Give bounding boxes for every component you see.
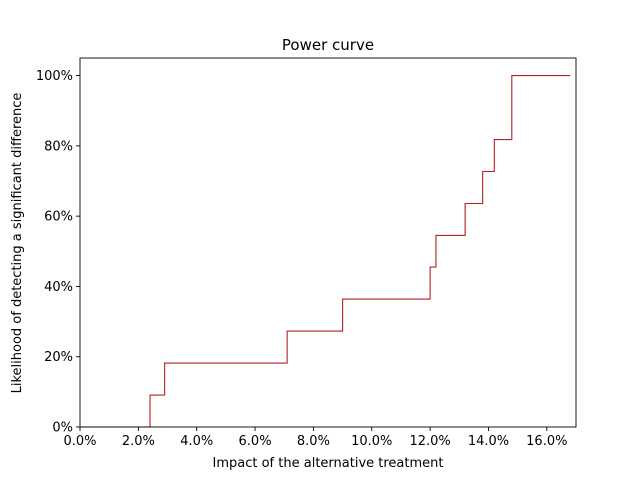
y-axis: 0% 20% 40% 60% 80% 100% [36,69,80,436]
x-tick-label: 2.0% [122,434,155,449]
x-tick-label: 16.0% [526,434,567,449]
x-tick-label: 14.0% [468,434,509,449]
x-tick-label: 0.0% [63,434,96,449]
x-axis: 0.0% 2.0% 4.0% 6.0% 8.0% 10.0% 12.0% 14.0% 16.0% [63,427,567,449]
plot-area [79,57,577,428]
x-axis-label: Impact of the alternative treatment [213,456,444,471]
y-tick-label: 80% [44,139,73,154]
x-tick-label: 4.0% [180,434,213,449]
plot-frame [79,57,577,428]
chart-title: Power curve [282,36,374,54]
x-tick-label: 10.0% [351,434,392,449]
y-tick-label: 0% [52,421,73,436]
y-tick-label: 20% [44,350,73,365]
y-tick-label: 40% [44,280,73,295]
x-tick-label: 8.0% [297,434,330,449]
power-curve-series-line [80,75,571,428]
y-tick-label: 60% [44,210,73,225]
x-tick-label: 6.0% [239,434,272,449]
y-axis-label: Likelihood of detecting a significant di… [10,93,25,394]
y-tick-label: 100% [36,69,73,84]
x-tick-label: 12.0% [409,434,450,449]
